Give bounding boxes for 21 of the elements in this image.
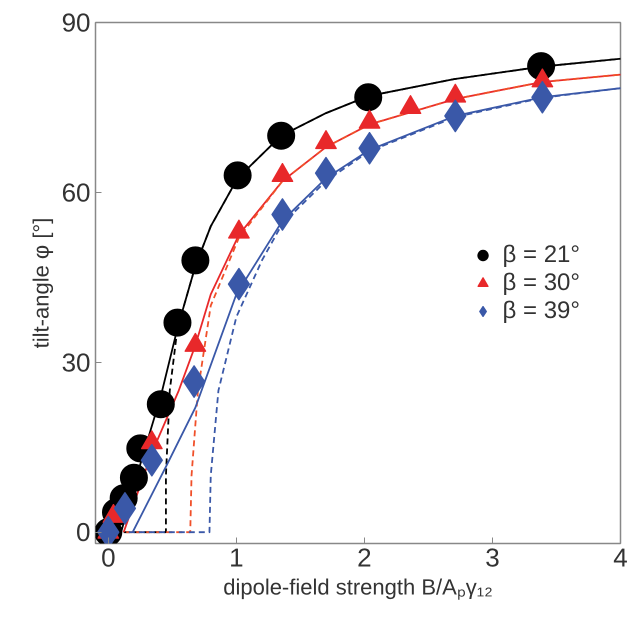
point	[181, 246, 210, 274]
point	[163, 308, 192, 337]
x-axis-title: dipole-field strength B/Aₚγ₁₂	[223, 574, 493, 600]
legend-label: β = 30°	[502, 268, 580, 296]
x-tick-label: 1	[229, 542, 244, 572]
y-axis-title: tilt-angle φ [°]	[28, 218, 54, 348]
legend-label: β = 21°	[502, 240, 580, 268]
x-tick-label: 2	[357, 542, 372, 572]
point	[267, 122, 296, 150]
y-tick-label: 0	[76, 517, 91, 548]
point	[224, 161, 252, 190]
legend-label: β = 39°	[502, 296, 580, 324]
x-tick-label: 4	[613, 542, 628, 572]
y-tick-label: 30	[62, 347, 90, 378]
y-tick-label: 60	[62, 177, 90, 208]
y-tick-label: 90	[62, 8, 90, 38]
point	[120, 464, 148, 492]
x-tick-label: 3	[485, 542, 500, 572]
x-tick-label: 0	[101, 542, 116, 572]
point	[354, 83, 382, 112]
point	[146, 390, 175, 418]
